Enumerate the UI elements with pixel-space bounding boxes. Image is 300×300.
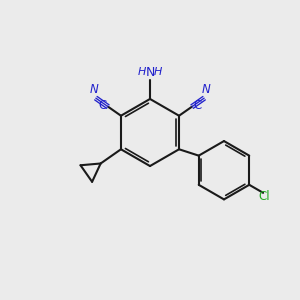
Text: C: C [98,99,106,112]
Text: N: N [145,66,155,80]
Text: N: N [90,83,98,96]
Text: N: N [202,83,210,96]
Text: C: C [194,99,202,112]
Text: H: H [154,68,162,77]
Text: Cl: Cl [258,190,270,202]
Text: H: H [138,68,146,77]
